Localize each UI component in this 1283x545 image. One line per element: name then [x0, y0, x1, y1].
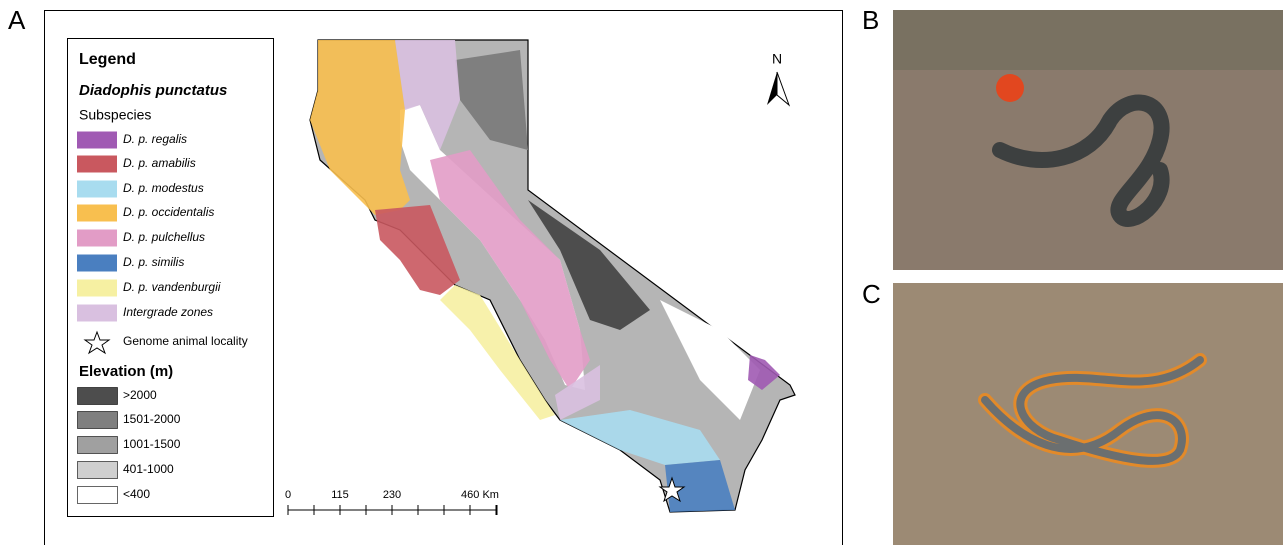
scale-label: 460 Km: [461, 489, 499, 501]
photo-c: [893, 283, 1283, 545]
scale-label: 115: [331, 489, 349, 501]
legend-swatch: [78, 388, 118, 405]
legend-heading: Elevation (m): [79, 363, 173, 380]
legend-label: D. p. pulchellus: [123, 230, 205, 244]
figure: A B C N 0 115 230 460 Km Legend Diadophis p…: [0, 0, 1283, 545]
legend-label: >2000: [123, 388, 157, 402]
species-name: Diadophis punctatus: [79, 82, 227, 99]
legend-swatch: [77, 132, 117, 149]
legend-label: Intergrade zones: [123, 305, 213, 319]
legend-swatch: [77, 280, 117, 297]
legend-label: D. p. regalis: [123, 132, 187, 146]
panel-label: A: [8, 5, 26, 35]
legend-label: D. p. similis: [123, 255, 184, 269]
legend-swatch: [78, 462, 118, 479]
legend-label: 1001-1500: [123, 437, 181, 451]
legend-heading: Subspecies: [79, 107, 151, 123]
legend-swatch: [78, 412, 118, 429]
scale-label: 230: [383, 489, 401, 501]
legend-label: <400: [123, 487, 150, 501]
panel-label: B: [862, 5, 879, 35]
scale-label: 0: [285, 489, 291, 501]
legend-swatch: [78, 487, 118, 504]
legend-swatch: [77, 205, 117, 222]
panel-label: C: [862, 279, 881, 309]
photo-b: [893, 10, 1283, 270]
legend-label: D. p. occidentalis: [123, 205, 214, 219]
legend-swatch: [77, 255, 117, 272]
legend-label: 1501-2000: [123, 412, 181, 426]
legend-label: Genome animal locality: [123, 334, 248, 348]
legend-label: D. p. modestus: [123, 181, 204, 195]
legend-label: D. p. vandenburgii: [123, 280, 221, 294]
legend-title: Legend: [79, 51, 136, 68]
legend-swatch: [78, 437, 118, 454]
legend-swatch: [77, 156, 117, 173]
north-label: N: [772, 51, 782, 67]
legend-swatch: [77, 181, 117, 198]
legend-label: D. p. amabilis: [123, 156, 196, 170]
legend-label: 401-1000: [123, 462, 174, 476]
legend-swatch: [77, 305, 117, 322]
legend-swatch: [77, 230, 117, 247]
